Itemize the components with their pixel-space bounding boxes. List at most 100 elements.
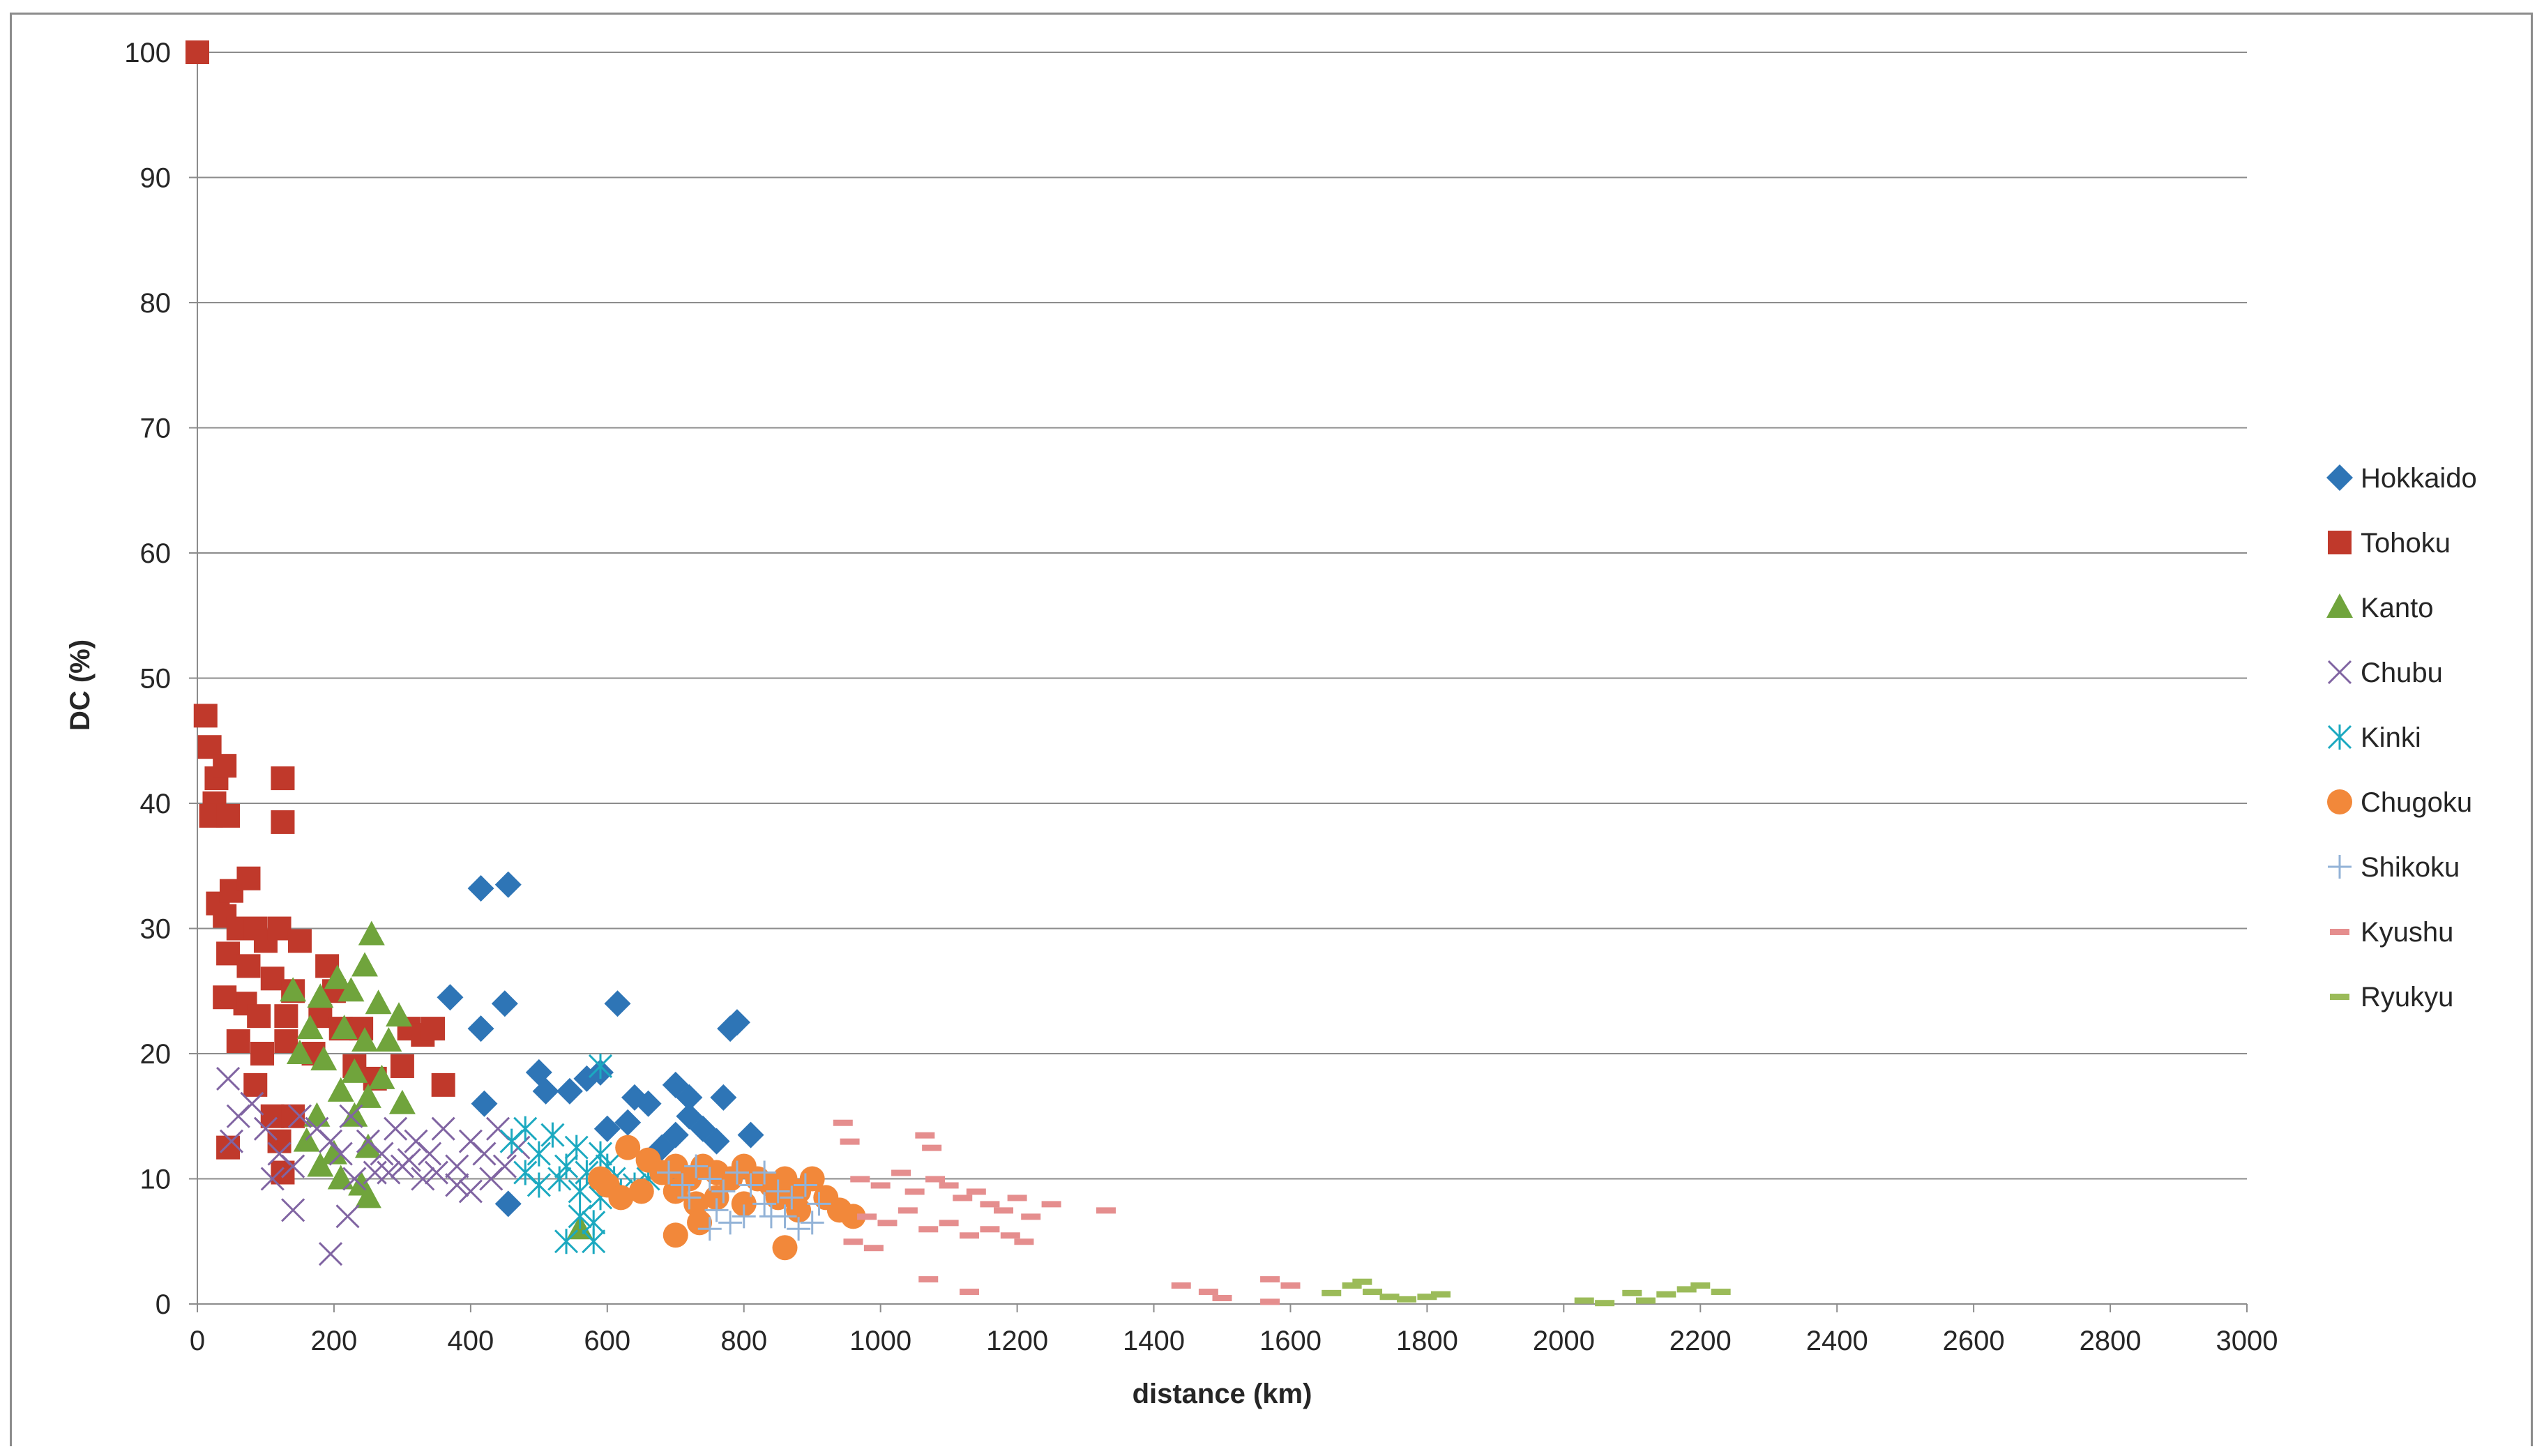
- data-point: [772, 1235, 798, 1261]
- data-point: [918, 1226, 939, 1233]
- legend-item-ryukyu: Ryukyu: [2330, 982, 2453, 1013]
- data-point: [527, 1172, 551, 1198]
- data-point: [471, 1090, 498, 1117]
- legend-label: Kyushu: [2361, 917, 2453, 948]
- data-point: [280, 977, 307, 1002]
- x-tick-label: 2200: [1669, 1326, 1732, 1356]
- data-point: [216, 1066, 241, 1091]
- data-point: [327, 1077, 354, 1102]
- data-point: [1198, 1289, 1218, 1296]
- data-point: [540, 1122, 565, 1148]
- legend-label: Ryukyu: [2361, 982, 2453, 1013]
- data-point: [250, 1042, 275, 1066]
- data-point: [1096, 1207, 1116, 1214]
- data-point: [513, 1160, 538, 1185]
- legend-marker: [2328, 855, 2352, 879]
- data-point: [424, 1160, 448, 1185]
- data-point: [296, 1015, 324, 1040]
- y-axis-title: DC (%): [65, 639, 96, 731]
- series-chubu: [216, 1066, 531, 1266]
- data-point: [863, 1245, 884, 1252]
- legend-item-kyushu: Kyushu: [2330, 917, 2453, 948]
- data-point: [240, 1091, 264, 1116]
- data-point: [390, 1054, 414, 1078]
- data-point: [1417, 1294, 1437, 1300]
- data-point: [1041, 1201, 1061, 1208]
- data-point: [840, 1204, 866, 1229]
- data-point: [354, 1183, 381, 1208]
- y-tick-label: 80: [140, 288, 172, 319]
- data-point: [677, 1185, 702, 1210]
- data-point: [418, 1142, 442, 1166]
- data-point: [1021, 1213, 1041, 1220]
- data-point: [635, 1090, 662, 1117]
- x-tick-label: 3000: [2216, 1326, 2278, 1356]
- data-point: [703, 1128, 730, 1155]
- data-point: [918, 1276, 939, 1283]
- data-point: [193, 704, 218, 728]
- data-point: [593, 1115, 621, 1142]
- data-point: [281, 1154, 305, 1178]
- data-point: [1352, 1278, 1372, 1285]
- x-tick-label: 2800: [2080, 1326, 2142, 1356]
- data-point: [328, 1142, 353, 1166]
- data-point: [656, 1160, 681, 1185]
- legend-label: Tohoku: [2361, 528, 2451, 559]
- legend-item-hokkaido: Hokkaido: [2326, 463, 2477, 494]
- data-point: [953, 1195, 973, 1201]
- x-tick-label: 1600: [1259, 1326, 1322, 1356]
- data-point: [338, 977, 365, 1002]
- x-tick-label: 2000: [1533, 1326, 1595, 1356]
- x-tick-label: 1400: [1123, 1326, 1185, 1356]
- x-tick-label: 2400: [1806, 1326, 1868, 1356]
- data-point: [303, 1102, 331, 1127]
- legend-marker: [2328, 531, 2352, 554]
- data-point: [588, 1166, 614, 1192]
- data-point: [556, 1077, 583, 1105]
- data-point: [922, 1144, 942, 1151]
- data-point: [614, 1109, 642, 1136]
- series-shikoku: [656, 1154, 831, 1241]
- data-point: [318, 1242, 343, 1266]
- data-point: [547, 1166, 572, 1192]
- data-point: [365, 989, 392, 1015]
- data-point: [840, 1138, 860, 1145]
- data-point: [331, 1015, 358, 1040]
- data-point: [564, 1135, 589, 1160]
- data-point: [850, 1176, 870, 1183]
- data-point: [458, 1179, 483, 1204]
- data-point: [608, 1185, 634, 1211]
- data-point: [676, 1084, 703, 1111]
- data-point: [271, 766, 295, 791]
- data-point: [213, 985, 237, 1010]
- data-point: [704, 1198, 729, 1222]
- data-point: [870, 1182, 891, 1189]
- data-point: [320, 1139, 347, 1165]
- data-point: [363, 1160, 387, 1185]
- data-point: [980, 1226, 1000, 1233]
- x-tick-label: 200: [311, 1326, 358, 1356]
- data-point: [877, 1220, 898, 1227]
- data-point: [1212, 1295, 1232, 1302]
- legend-marker: [2327, 725, 2352, 750]
- legend-marker: [2330, 994, 2349, 1000]
- data-point: [1622, 1289, 1642, 1296]
- data-point: [216, 941, 241, 966]
- legend-label: Shikoku: [2361, 852, 2460, 883]
- x-tick-label: 1200: [986, 1326, 1048, 1356]
- legend-item-kanto: Kanto: [2326, 593, 2434, 623]
- data-point: [370, 1142, 394, 1166]
- data-point: [737, 1121, 764, 1148]
- legend-item-chugoku: Chugoku: [2327, 787, 2472, 818]
- x-tick-label: 1800: [1396, 1326, 1458, 1356]
- data-point: [723, 1009, 750, 1036]
- data-point: [236, 866, 261, 890]
- legend-item-kinki: Kinki: [2327, 722, 2421, 753]
- data-point: [479, 1167, 503, 1191]
- series-ryukyu: [1322, 1278, 1731, 1307]
- data-point: [1635, 1297, 1656, 1304]
- data-point: [327, 1165, 354, 1190]
- y-tick-label: 50: [140, 664, 172, 695]
- data-point: [445, 1173, 469, 1197]
